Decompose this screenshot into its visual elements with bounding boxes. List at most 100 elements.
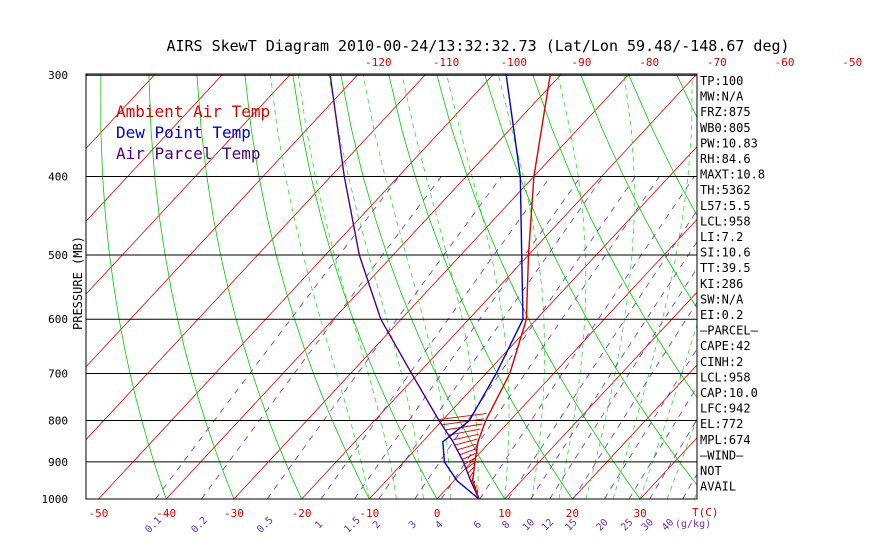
- isotherm-line: [86, 74, 292, 295]
- hatch-stroke: [467, 467, 474, 474]
- mixing-ratio-label: 0.5: [255, 515, 276, 536]
- pressure-tick-label: 600: [48, 313, 68, 326]
- hatch-stroke: [441, 418, 485, 426]
- mixing-ratio-line: [354, 176, 582, 499]
- pressure-tick-label: 300: [48, 69, 68, 82]
- profiles: [329, 74, 552, 499]
- dry-adiabat-line: [755, 0, 870, 499]
- mixing-ratio-line: [320, 176, 551, 499]
- index-label: SW:N/A: [700, 292, 744, 306]
- hatch-stroke: [438, 413, 487, 421]
- isobars: [86, 74, 697, 500]
- dry-adiabat-line: [860, 0, 870, 499]
- isotherm-line: [233, 74, 630, 499]
- isotherm-line: [86, 74, 427, 441]
- dry-adiabat-line: [790, 0, 870, 499]
- plot-frame: [85, 73, 698, 500]
- pressure-tick-label: 400: [48, 170, 68, 183]
- isotherm-line: [86, 74, 156, 150]
- top-temp-tick-label: -120: [365, 56, 392, 69]
- top-temp-tick-label: -50: [842, 56, 862, 69]
- dry-adiabat-line: [825, 0, 870, 499]
- legend-entry: Dew Point Temp: [116, 123, 251, 142]
- mixing-ratio-line: [440, 176, 660, 499]
- bottom-temp-tick-label: 30: [633, 507, 646, 520]
- temp-unit-label: T(C): [692, 506, 719, 519]
- hatch-stroke: [459, 448, 477, 456]
- top-temp-tick-label: -80: [639, 56, 659, 69]
- index-label: CAPE:42: [700, 339, 751, 353]
- mixing-ratio-label: 12: [540, 517, 556, 533]
- mixing-ratio-label: 0.2: [189, 515, 210, 536]
- index-label: MAXT:10.8: [700, 168, 765, 182]
- legend-entry: Ambient Air Temp: [116, 102, 270, 121]
- index-label: LFC:942: [700, 402, 751, 416]
- hatch-stroke: [454, 438, 478, 446]
- index-label: EI:0.2: [700, 308, 743, 322]
- mixing-ratio-label: 6: [472, 519, 484, 531]
- bottom-temp-tick-label: -20: [292, 507, 312, 520]
- mixing-ratio-line: [378, 176, 604, 499]
- profile-line: [442, 74, 524, 499]
- bottom-temp-tick-label: -40: [156, 507, 176, 520]
- mixing-ratio-line: [155, 176, 400, 499]
- pressure-tick-label: 1000: [42, 493, 69, 506]
- index-label: —WIND—: [700, 448, 744, 462]
- pressure-tick-label: 500: [48, 249, 68, 262]
- index-label: CINH:2: [700, 355, 743, 369]
- index-label: TP:100: [700, 74, 743, 88]
- mixing-ratio-unit: (g/kg): [675, 519, 711, 530]
- profile-line: [471, 74, 552, 499]
- pressure-tick-label: 800: [48, 414, 68, 427]
- moist-adiabat-line: [270, 74, 370, 499]
- hatch-stroke: [469, 471, 474, 479]
- top-temp-tick-label: -110: [433, 56, 460, 69]
- hatch-stroke: [445, 423, 483, 431]
- top-temp-tick-label: -70: [707, 56, 727, 69]
- bottom-temp-tick-label: -50: [89, 507, 109, 520]
- mixing-ratio-line: [201, 176, 442, 499]
- isotherm-line: [504, 291, 697, 499]
- pressure-tick-label: 700: [48, 367, 68, 380]
- index-label: LI:7.2: [700, 230, 743, 244]
- mixing-ratio-label: 8: [500, 519, 512, 531]
- isotherm-line: [776, 0, 870, 499]
- pressure-tick-label: 900: [48, 456, 68, 469]
- legend: Ambient Air Temp Dew Point Temp Air Parcel…: [116, 102, 270, 163]
- bottom-temp-tick-label: 20: [566, 507, 579, 520]
- index-label: AVAIL: [700, 480, 736, 494]
- mixing-ratio-label: 20: [594, 517, 610, 533]
- isotherm-line: [86, 74, 359, 368]
- index-label: RH:84.6: [700, 152, 751, 166]
- index-label: PW:10.83: [700, 136, 758, 150]
- index-label: MPL:674: [700, 433, 751, 447]
- chart-title: AIRS SkewT Diagram 2010-00-24/13:32:32.7…: [166, 37, 789, 55]
- hatch-stroke: [451, 433, 479, 441]
- isotherm-line: [98, 74, 495, 499]
- index-label: FRZ:875: [700, 105, 751, 119]
- isotherm-line: [369, 146, 697, 499]
- isotherm-line: [436, 218, 697, 499]
- index-label: SI:10.6: [700, 246, 751, 260]
- bottom-temp-tick-label: -30: [224, 507, 244, 520]
- top-temp-tick-label: -100: [501, 56, 528, 69]
- legend-entry: Air Parcel Temp: [116, 144, 261, 163]
- index-label: TT:39.5: [700, 261, 751, 275]
- index-label: KI:286: [700, 277, 743, 291]
- mixing-ratio-label: 2: [371, 519, 383, 531]
- hatch-stroke: [457, 443, 477, 451]
- mixing-ratio-label: 3: [407, 519, 419, 531]
- index-label: EL:772: [700, 417, 743, 431]
- index-label: CAP:10.0: [700, 386, 758, 400]
- index-label: LCL:958: [700, 214, 751, 228]
- mixing-ratio-label: 40: [660, 517, 676, 533]
- index-label: —PARCEL—: [700, 324, 759, 338]
- index-label: MW:N/A: [700, 90, 744, 104]
- mixing-ratio-label: 10: [521, 517, 537, 533]
- index-label: NOT: [700, 464, 722, 478]
- mixing-ratio-label: 1: [313, 519, 325, 531]
- top-temp-tick-label: -60: [775, 56, 795, 69]
- y-axis-label: PRESSURE (MB): [71, 236, 85, 330]
